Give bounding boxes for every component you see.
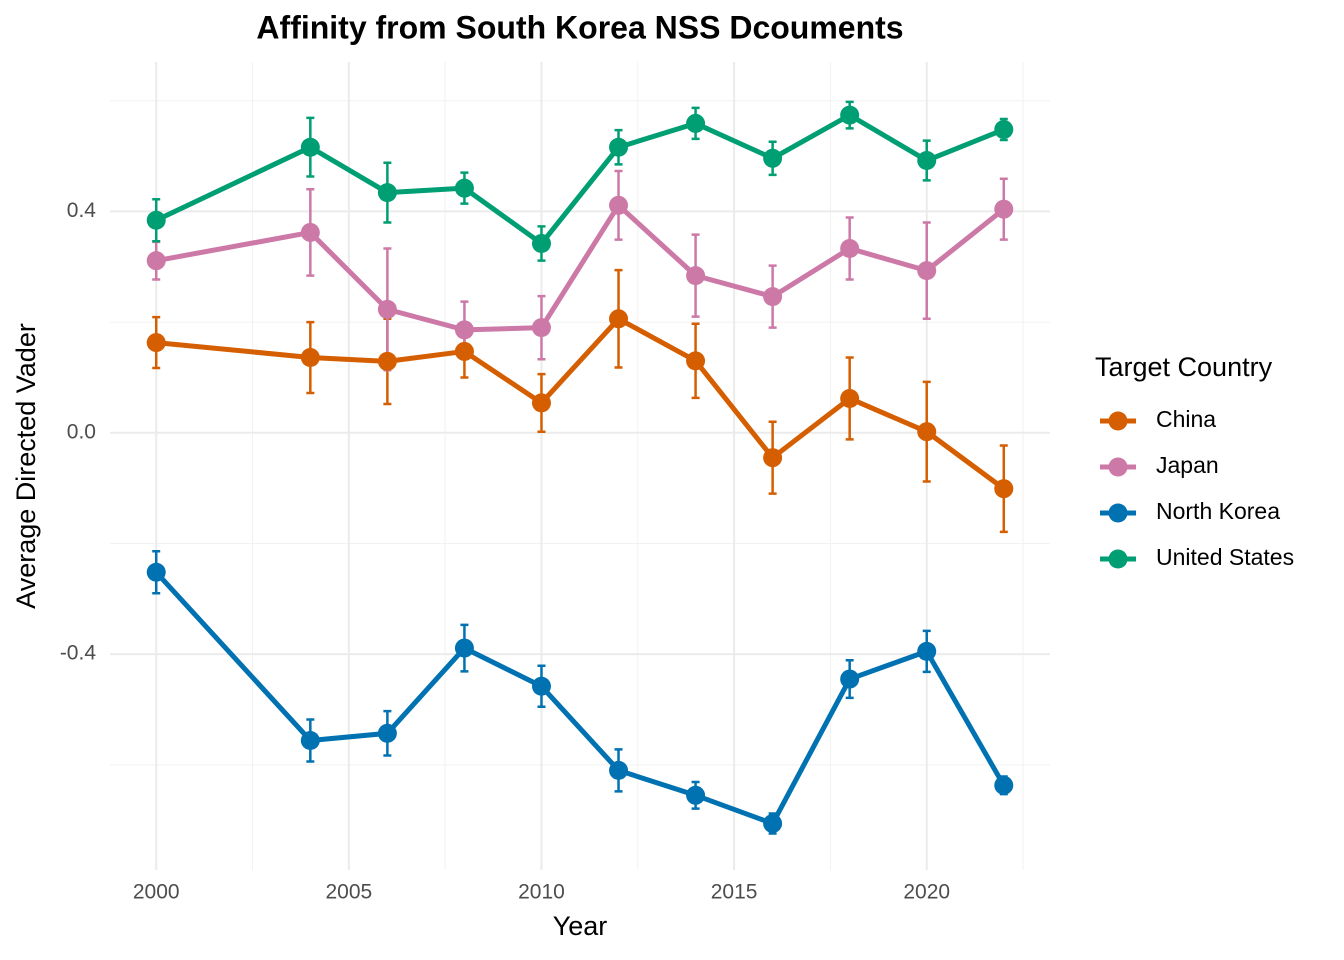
legend-key-point (1108, 503, 1128, 523)
chart-title: Affinity from South Korea NSS Dcouments (256, 9, 903, 45)
data-point (300, 222, 320, 242)
data-point (146, 333, 166, 353)
data-point (454, 178, 474, 198)
x-tick-label: 2015 (711, 881, 758, 904)
y-axis-label: Average Directed Vader (11, 323, 41, 609)
data-point (454, 341, 474, 361)
data-point (840, 239, 860, 259)
data-point (763, 448, 783, 468)
data-point (917, 422, 937, 442)
data-point (994, 479, 1014, 499)
data-point (531, 234, 551, 254)
data-point (454, 638, 474, 658)
data-point (763, 814, 783, 834)
data-point (840, 669, 860, 689)
data-point (686, 351, 706, 371)
series-line (155, 112, 1005, 247)
data-point (686, 785, 706, 805)
data-point (840, 105, 860, 125)
data-point (917, 261, 937, 281)
data-point (377, 351, 397, 371)
data-point (146, 210, 166, 230)
data-point (609, 309, 629, 329)
data-point (377, 299, 397, 319)
legend-title: Target Country (1095, 352, 1273, 382)
legend-label: United States (1156, 544, 1294, 570)
y-tick-label: 0.0 (67, 420, 96, 443)
data-point (531, 676, 551, 696)
legend-key-point (1108, 411, 1128, 431)
data-point (454, 320, 474, 340)
y-tick-label: 0.4 (67, 199, 97, 222)
legend-label: Japan (1156, 452, 1219, 478)
legend-key-point (1108, 457, 1128, 477)
series-line (155, 316, 1006, 491)
x-tick-label: 2010 (518, 881, 565, 904)
data-point (994, 199, 1014, 219)
data-point (917, 151, 937, 171)
data-point (377, 723, 397, 743)
x-tick-label: 2005 (325, 881, 372, 904)
data-point (146, 251, 166, 271)
data-point (686, 266, 706, 286)
legend-label: North Korea (1156, 498, 1280, 524)
data-point (686, 113, 706, 133)
data-point (994, 775, 1014, 795)
data-point (763, 148, 783, 168)
series-line (154, 570, 1006, 827)
data-point (609, 195, 629, 215)
data-point (763, 287, 783, 307)
legend-label: China (1156, 406, 1216, 432)
data-point (994, 120, 1014, 140)
data-point (377, 183, 397, 203)
data-point (300, 730, 320, 750)
y-tick-label: -0.4 (60, 642, 97, 665)
data-point (609, 137, 629, 157)
x-axis-label: Year (553, 911, 608, 941)
data-point (840, 388, 860, 408)
data-point (300, 348, 320, 368)
data-point (609, 760, 629, 780)
data-point (917, 641, 937, 661)
legend-key-point (1108, 549, 1128, 569)
x-tick-label: 2000 (133, 881, 180, 904)
data-point (146, 562, 166, 582)
data-point (300, 137, 320, 157)
data-point (531, 393, 551, 413)
data-point (531, 318, 551, 338)
series-line (155, 202, 1006, 333)
x-tick-label: 2020 (903, 881, 950, 904)
